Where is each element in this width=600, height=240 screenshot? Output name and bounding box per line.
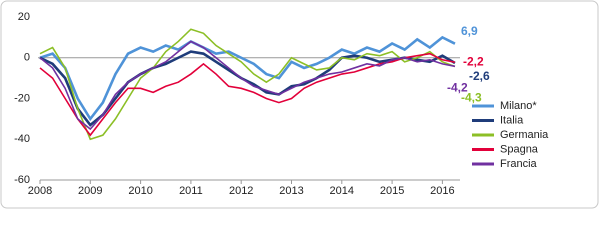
- value-label: 6,9: [461, 24, 478, 38]
- value-label: -4,2: [447, 80, 468, 94]
- legend-label: Milano*: [500, 100, 537, 112]
- legend-label: Spagna: [500, 143, 539, 155]
- y-tick-label: 0: [24, 52, 30, 64]
- series-line: [39, 35, 456, 122]
- x-tick-label: 2012: [229, 185, 253, 197]
- series-line: [39, 28, 456, 141]
- x-tick-label: 2013: [279, 185, 303, 197]
- y-tick-label: -40: [14, 133, 30, 145]
- x-tick-label: 2010: [128, 185, 152, 197]
- x-tick-label: 2008: [28, 185, 52, 197]
- value-label: -2,2: [463, 54, 484, 68]
- value-label: -2,6: [469, 69, 490, 83]
- x-tick-label: 2011: [179, 185, 203, 197]
- frame: [0, 0, 599, 209]
- legend-label: Germania: [500, 129, 549, 141]
- x-tick-label: 2009: [78, 185, 102, 197]
- x-tick-label: 2016: [430, 185, 454, 197]
- legend-label: Italia: [500, 114, 524, 126]
- x-tick-label: 2014: [330, 185, 354, 197]
- series-line: [39, 50, 456, 127]
- y-tick-label: -20: [14, 92, 30, 104]
- value-label: -4,3: [461, 91, 482, 105]
- legend-label: Francia: [500, 158, 538, 170]
- y-tick-label: 20: [18, 11, 30, 23]
- series-line: [39, 40, 456, 131]
- y-tick-label: -60: [14, 174, 30, 186]
- x-tick-label: 2015: [380, 185, 404, 197]
